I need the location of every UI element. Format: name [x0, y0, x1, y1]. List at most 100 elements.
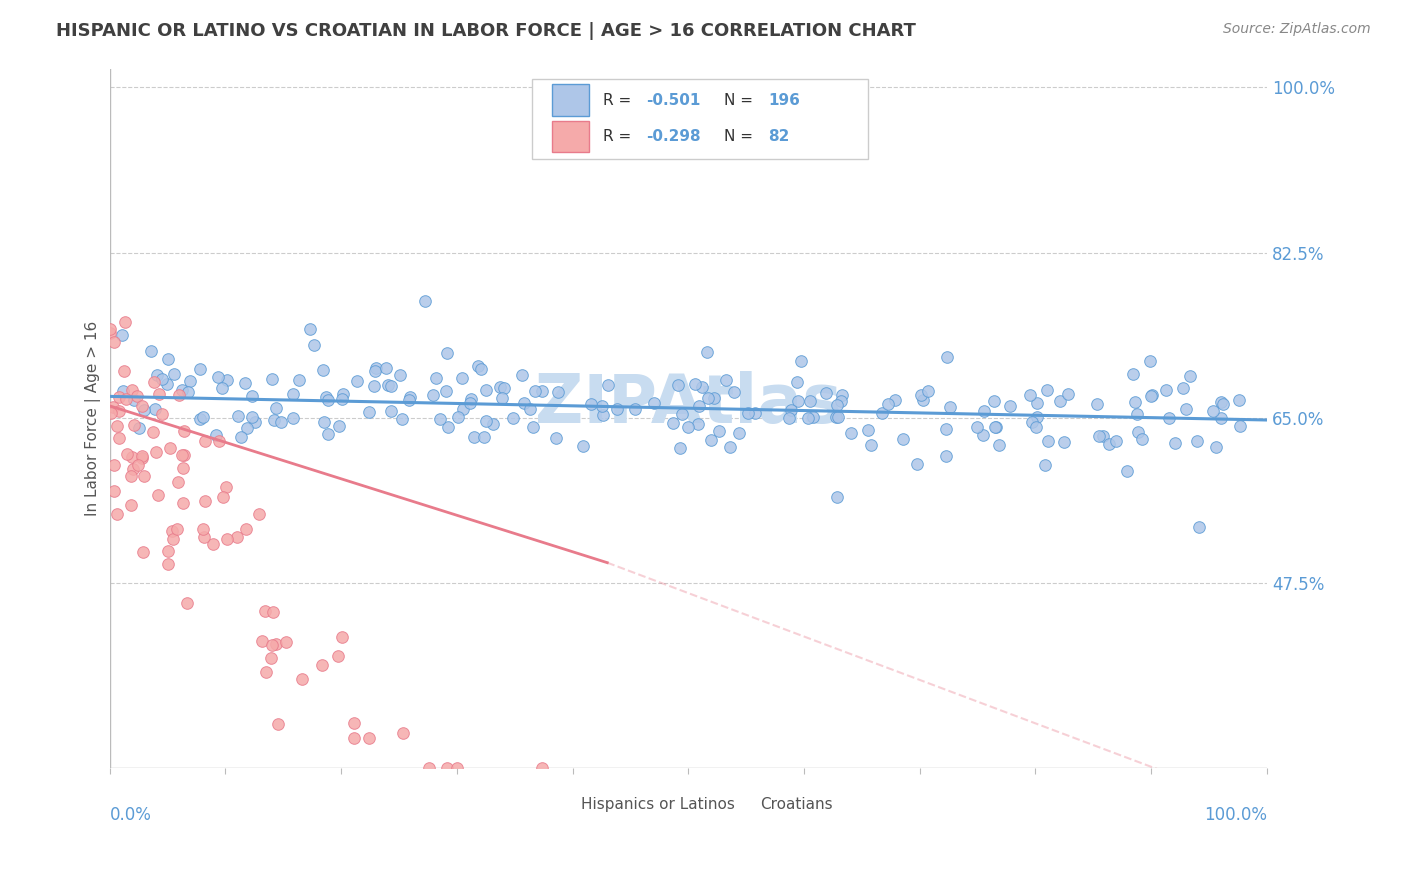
Point [827, 409, 849, 424]
Point [388, 368, 411, 382]
Point [142, 425, 165, 440]
Point [1175, 401, 1198, 416]
Point [120, 469, 142, 483]
Point [972, 428, 994, 442]
Point [859, 438, 882, 452]
Point [425, 371, 447, 385]
Point [311, 657, 333, 672]
Point [592, 409, 614, 423]
Point [343, 731, 366, 746]
Point [124, 417, 146, 432]
Point [1139, 354, 1161, 368]
Bar [544, 794, 572, 814]
Point [131, 449, 153, 463]
Point [225, 530, 247, 544]
Point [814, 386, 837, 401]
Point [572, 439, 595, 453]
Point [786, 375, 808, 389]
Point [1091, 428, 1114, 442]
Point [936, 350, 959, 364]
Point [252, 634, 274, 648]
Point [839, 426, 862, 441]
Text: N =: N = [724, 93, 758, 108]
Point [398, 393, 420, 408]
Point [399, 390, 422, 404]
Point [1180, 369, 1202, 384]
Point [917, 384, 939, 398]
Point [150, 372, 173, 386]
Point [236, 420, 259, 434]
Text: -0.501: -0.501 [647, 93, 702, 108]
Point [114, 315, 136, 329]
Point [789, 354, 811, 368]
Text: Source: ZipAtlas.com: Source: ZipAtlas.com [1223, 22, 1371, 37]
Point [364, 364, 387, 378]
Point [523, 384, 546, 398]
Point [316, 426, 339, 441]
Point [1085, 397, 1108, 411]
Point [267, 717, 290, 731]
Point [1021, 415, 1043, 429]
Point [288, 373, 311, 387]
Point [170, 448, 193, 462]
Point [1154, 383, 1177, 397]
Point [1126, 407, 1149, 421]
Point [315, 390, 337, 404]
Point [494, 381, 516, 395]
Point [436, 346, 458, 360]
Point [208, 434, 231, 449]
Point [328, 418, 350, 433]
Point [291, 672, 314, 686]
Point [1033, 458, 1056, 472]
Text: 196: 196 [768, 93, 800, 108]
Point [678, 419, 700, 434]
Text: N =: N = [724, 129, 758, 145]
Point [662, 416, 685, 430]
Point [436, 761, 458, 775]
Point [643, 395, 665, 409]
Point [114, 392, 136, 406]
Point [467, 359, 489, 373]
Point [172, 461, 194, 475]
Point [688, 399, 710, 413]
Point [215, 373, 238, 387]
Point [1212, 396, 1234, 410]
Text: R =: R = [603, 129, 636, 145]
Point [727, 425, 749, 440]
Point [966, 420, 988, 434]
Point [1128, 425, 1150, 440]
Point [330, 392, 353, 406]
Point [973, 404, 995, 418]
Point [111, 328, 134, 343]
Point [100, 406, 122, 420]
Point [112, 384, 135, 399]
Point [984, 420, 1007, 434]
Point [1209, 394, 1232, 409]
Point [481, 417, 503, 431]
Point [120, 499, 142, 513]
Point [127, 458, 149, 472]
Point [108, 404, 131, 418]
Point [797, 410, 820, 425]
Point [141, 343, 163, 358]
Point [207, 369, 229, 384]
Point [112, 364, 135, 378]
Point [247, 507, 270, 521]
Point [146, 368, 169, 382]
Point [179, 375, 201, 389]
Bar [723, 794, 752, 814]
Point [240, 409, 263, 424]
Point [591, 399, 613, 413]
Point [125, 389, 148, 403]
Point [156, 376, 179, 391]
Point [163, 367, 186, 381]
Point [160, 524, 183, 538]
Point [1205, 440, 1227, 454]
Point [105, 418, 128, 433]
Point [145, 445, 167, 459]
Point [451, 371, 474, 385]
Point [460, 392, 482, 406]
Point [211, 381, 233, 395]
Point [530, 761, 553, 775]
Point [98, 322, 121, 336]
